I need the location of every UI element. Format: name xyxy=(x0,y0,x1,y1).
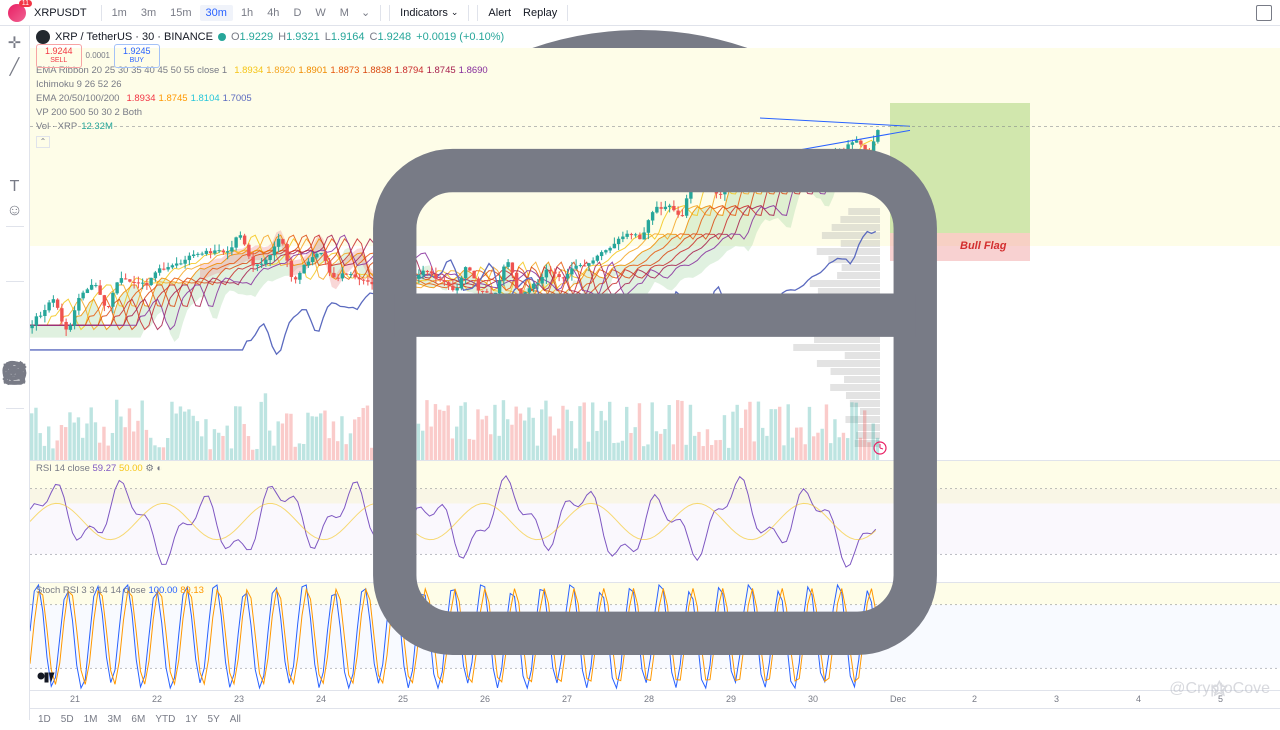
vol-legend[interactable]: Vol · XRP 12.32M xyxy=(36,120,488,134)
top-toolbar: XRPUSDT 1m3m15m30m1h4hDWM ⌄ Indicators ⌄… xyxy=(0,0,1280,26)
drawing-toolbar: ✛ ╱ T ☺ xyxy=(0,26,30,720)
collapse-legend-icon[interactable]: ⌃ xyxy=(36,136,50,148)
ichimoku-legend[interactable]: Ichimoku 9 26 52 26 xyxy=(36,78,488,92)
buy-button[interactable]: 1.9245 BUY xyxy=(114,44,160,68)
spread-label: 0.0001 xyxy=(86,51,110,60)
ema4-legend[interactable]: EMA 20/50/100/200 1.89341.87451.81041.70… xyxy=(36,92,488,106)
sell-button[interactable]: 1.9244 SELL xyxy=(36,44,82,68)
vp-legend[interactable]: VP 200 500 50 30 2 Both xyxy=(36,106,488,120)
trash-tool-icon[interactable] xyxy=(3,413,27,435)
indicator-legend: EMA Ribbon 20 25 30 35 40 45 50 55 close… xyxy=(36,64,488,148)
bottom-timeframe-bar: 1D5D1M3M6MYTD1Y5YAll xyxy=(30,708,1280,730)
watermark: @CryptoCove xyxy=(1169,680,1270,698)
main-area: XRP / TetherUS · 30 · BINANCE O1.9229 H1… xyxy=(30,26,1280,720)
